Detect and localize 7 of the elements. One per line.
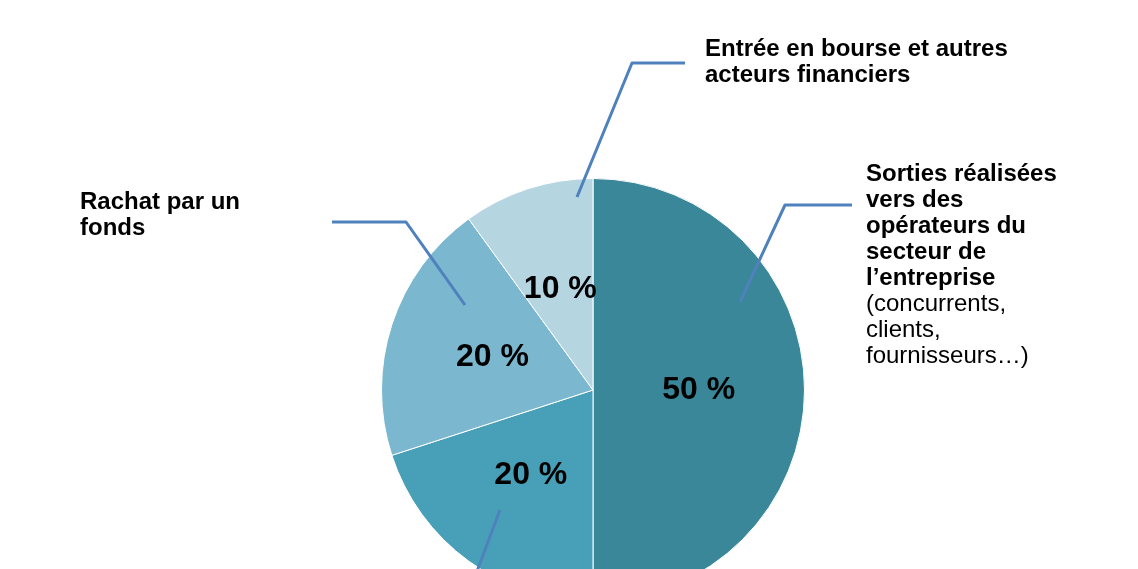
data-label: 20 % xyxy=(455,337,529,374)
slice-label: Sorties réalisées vers des opérateurs du secteur de l’entreprise (concurrents, clients, fournisseurs…) xyxy=(866,159,1058,368)
slice-label: Rachat par un fonds xyxy=(80,187,241,240)
slice-label: Entrée en bourse et autres acteurs financiers xyxy=(705,34,1008,87)
data-label: 10 % xyxy=(523,269,597,306)
data-label: 20 % xyxy=(494,455,568,492)
data-label: 50 % xyxy=(662,369,736,406)
